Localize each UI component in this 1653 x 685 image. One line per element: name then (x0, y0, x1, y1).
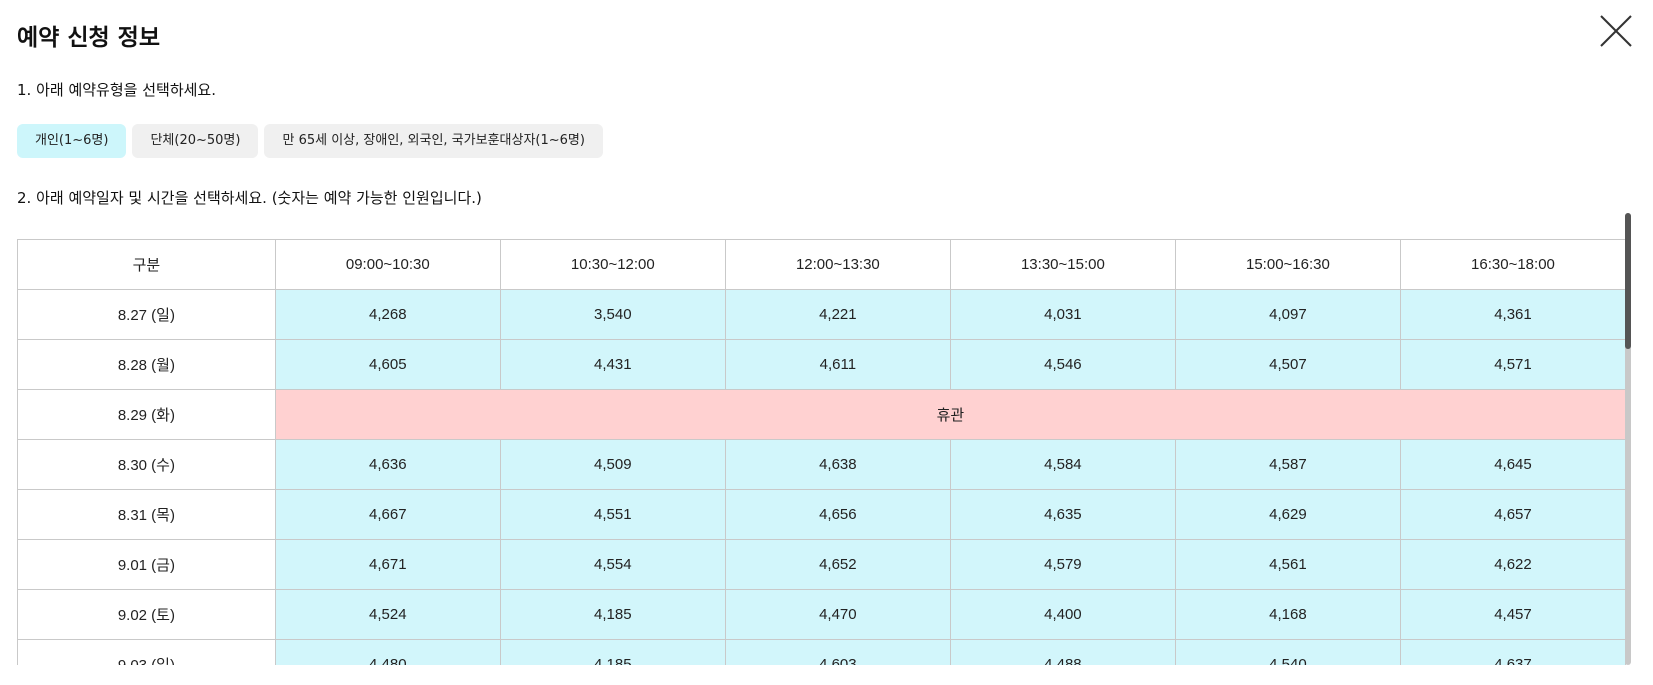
row-date: 8.31 (목) (17, 489, 276, 540)
slot-cell[interactable]: 4,480 (274, 639, 501, 665)
header-slot-2: 10:30~12:00 (499, 239, 726, 290)
table-row: 9.01 (금) 4,671 4,554 4,652 4,579 4,561 4… (17, 539, 1626, 590)
slot-cell[interactable]: 4,554 (499, 539, 726, 590)
row-date: 8.27 (일) (17, 289, 276, 340)
schedule-table-container[interactable]: 구분 09:00~10:30 10:30~12:00 12:00~13:30 1… (17, 239, 1626, 665)
table-header-row: 구분 09:00~10:30 10:30~12:00 12:00~13:30 1… (17, 239, 1626, 290)
scrollbar-thumb[interactable] (1625, 213, 1631, 349)
slot-cell[interactable]: 4,611 (724, 339, 951, 390)
slot-cell[interactable]: 4,097 (1174, 289, 1401, 340)
row-date: 9.03 (일) (17, 639, 276, 665)
type-special-button[interactable]: 만 65세 이상, 장애인, 외국인, 국가보훈대상자(1~6명) (264, 124, 603, 158)
slot-cell[interactable]: 4,652 (724, 539, 951, 590)
slot-cell[interactable]: 4,605 (274, 339, 501, 390)
row-date: 9.02 (토) (17, 589, 276, 640)
slot-cell[interactable]: 4,561 (1174, 539, 1401, 590)
header-category: 구분 (17, 239, 276, 290)
schedule-table: 구분 09:00~10:30 10:30~12:00 12:00~13:30 1… (17, 239, 1626, 665)
slot-cell[interactable]: 4,635 (949, 489, 1176, 540)
slot-cell[interactable]: 4,671 (274, 539, 501, 590)
slot-cell[interactable]: 4,657 (1399, 489, 1626, 540)
header-slot-3: 12:00~13:30 (724, 239, 951, 290)
slot-cell[interactable]: 4,546 (949, 339, 1176, 390)
slot-cell[interactable]: 4,168 (1174, 589, 1401, 640)
table-row: 8.30 (수) 4,636 4,509 4,638 4,584 4,587 4… (17, 439, 1626, 490)
row-date: 9.01 (금) (17, 539, 276, 590)
type-individual-button[interactable]: 개인(1~6명) (17, 124, 127, 158)
slot-cell[interactable]: 4,656 (724, 489, 951, 540)
slot-cell[interactable]: 4,603 (724, 639, 951, 665)
header-slot-4: 13:30~15:00 (949, 239, 1176, 290)
slot-cell[interactable]: 4,361 (1399, 289, 1626, 340)
step2-instruction: 2. 아래 예약일자 및 시간을 선택하세요. (숫자는 예약 가능한 인원입니… (17, 189, 482, 207)
vertical-scrollbar[interactable] (1625, 213, 1631, 665)
table-row: 9.02 (토) 4,524 4,185 4,470 4,400 4,168 4… (17, 589, 1626, 640)
table-row: 9.03 (일) 4,480 4,185 4,603 4,488 4,540 4… (17, 639, 1626, 665)
slot-cell[interactable]: 4,509 (499, 439, 726, 490)
header-slot-1: 09:00~10:30 (274, 239, 501, 290)
slot-cell[interactable]: 4,551 (499, 489, 726, 540)
table-row: 8.28 (월) 4,605 4,431 4,611 4,546 4,507 4… (17, 339, 1626, 390)
header-slot-6: 16:30~18:00 (1399, 239, 1626, 290)
step1-instruction: 1. 아래 예약유형을 선택하세요. (17, 81, 216, 99)
slot-cell[interactable]: 4,400 (949, 589, 1176, 640)
slot-cell[interactable]: 4,645 (1399, 439, 1626, 490)
slot-cell[interactable]: 4,540 (1174, 639, 1401, 665)
slot-cell[interactable]: 4,587 (1174, 439, 1401, 490)
slot-cell[interactable]: 4,629 (1174, 489, 1401, 540)
slot-cell[interactable]: 4,584 (949, 439, 1176, 490)
slot-cell[interactable]: 4,638 (724, 439, 951, 490)
slot-cell[interactable]: 4,457 (1399, 589, 1626, 640)
slot-cell[interactable]: 4,622 (1399, 539, 1626, 590)
slot-cell[interactable]: 4,470 (724, 589, 951, 640)
slot-cell[interactable]: 4,667 (274, 489, 501, 540)
table-row: 8.29 (화) 휴관 (17, 389, 1626, 440)
slot-cell[interactable]: 3,540 (499, 289, 726, 340)
type-group-button[interactable]: 단체(20~50명) (132, 124, 259, 158)
dialog-title: 예약 신청 정보 (17, 25, 160, 51)
slot-cell[interactable]: 4,524 (274, 589, 501, 640)
slot-cell[interactable]: 4,636 (274, 439, 501, 490)
slot-cell[interactable]: 4,185 (499, 639, 726, 665)
close-icon (1600, 15, 1632, 47)
slot-cell[interactable]: 4,571 (1399, 339, 1626, 390)
closed-cell: 휴관 (274, 389, 1626, 440)
row-date: 8.30 (수) (17, 439, 276, 490)
slot-cell[interactable]: 4,488 (949, 639, 1176, 665)
slot-cell[interactable]: 4,507 (1174, 339, 1401, 390)
header-slot-5: 15:00~16:30 (1174, 239, 1401, 290)
slot-cell[interactable]: 4,268 (274, 289, 501, 340)
slot-cell[interactable]: 4,185 (499, 589, 726, 640)
slot-cell[interactable]: 4,637 (1399, 639, 1626, 665)
slot-cell[interactable]: 4,579 (949, 539, 1176, 590)
table-row: 8.27 (일) 4,268 3,540 4,221 4,031 4,097 4… (17, 289, 1626, 340)
slot-cell[interactable]: 4,031 (949, 289, 1176, 340)
row-date: 8.29 (화) (17, 389, 276, 440)
close-button[interactable] (1599, 14, 1633, 48)
table-row: 8.31 (목) 4,667 4,551 4,656 4,635 4,629 4… (17, 489, 1626, 540)
row-date: 8.28 (월) (17, 339, 276, 390)
reservation-type-group: 개인(1~6명) 단체(20~50명) 만 65세 이상, 장애인, 외국인, … (17, 124, 603, 158)
slot-cell[interactable]: 4,431 (499, 339, 726, 390)
slot-cell[interactable]: 4,221 (724, 289, 951, 340)
